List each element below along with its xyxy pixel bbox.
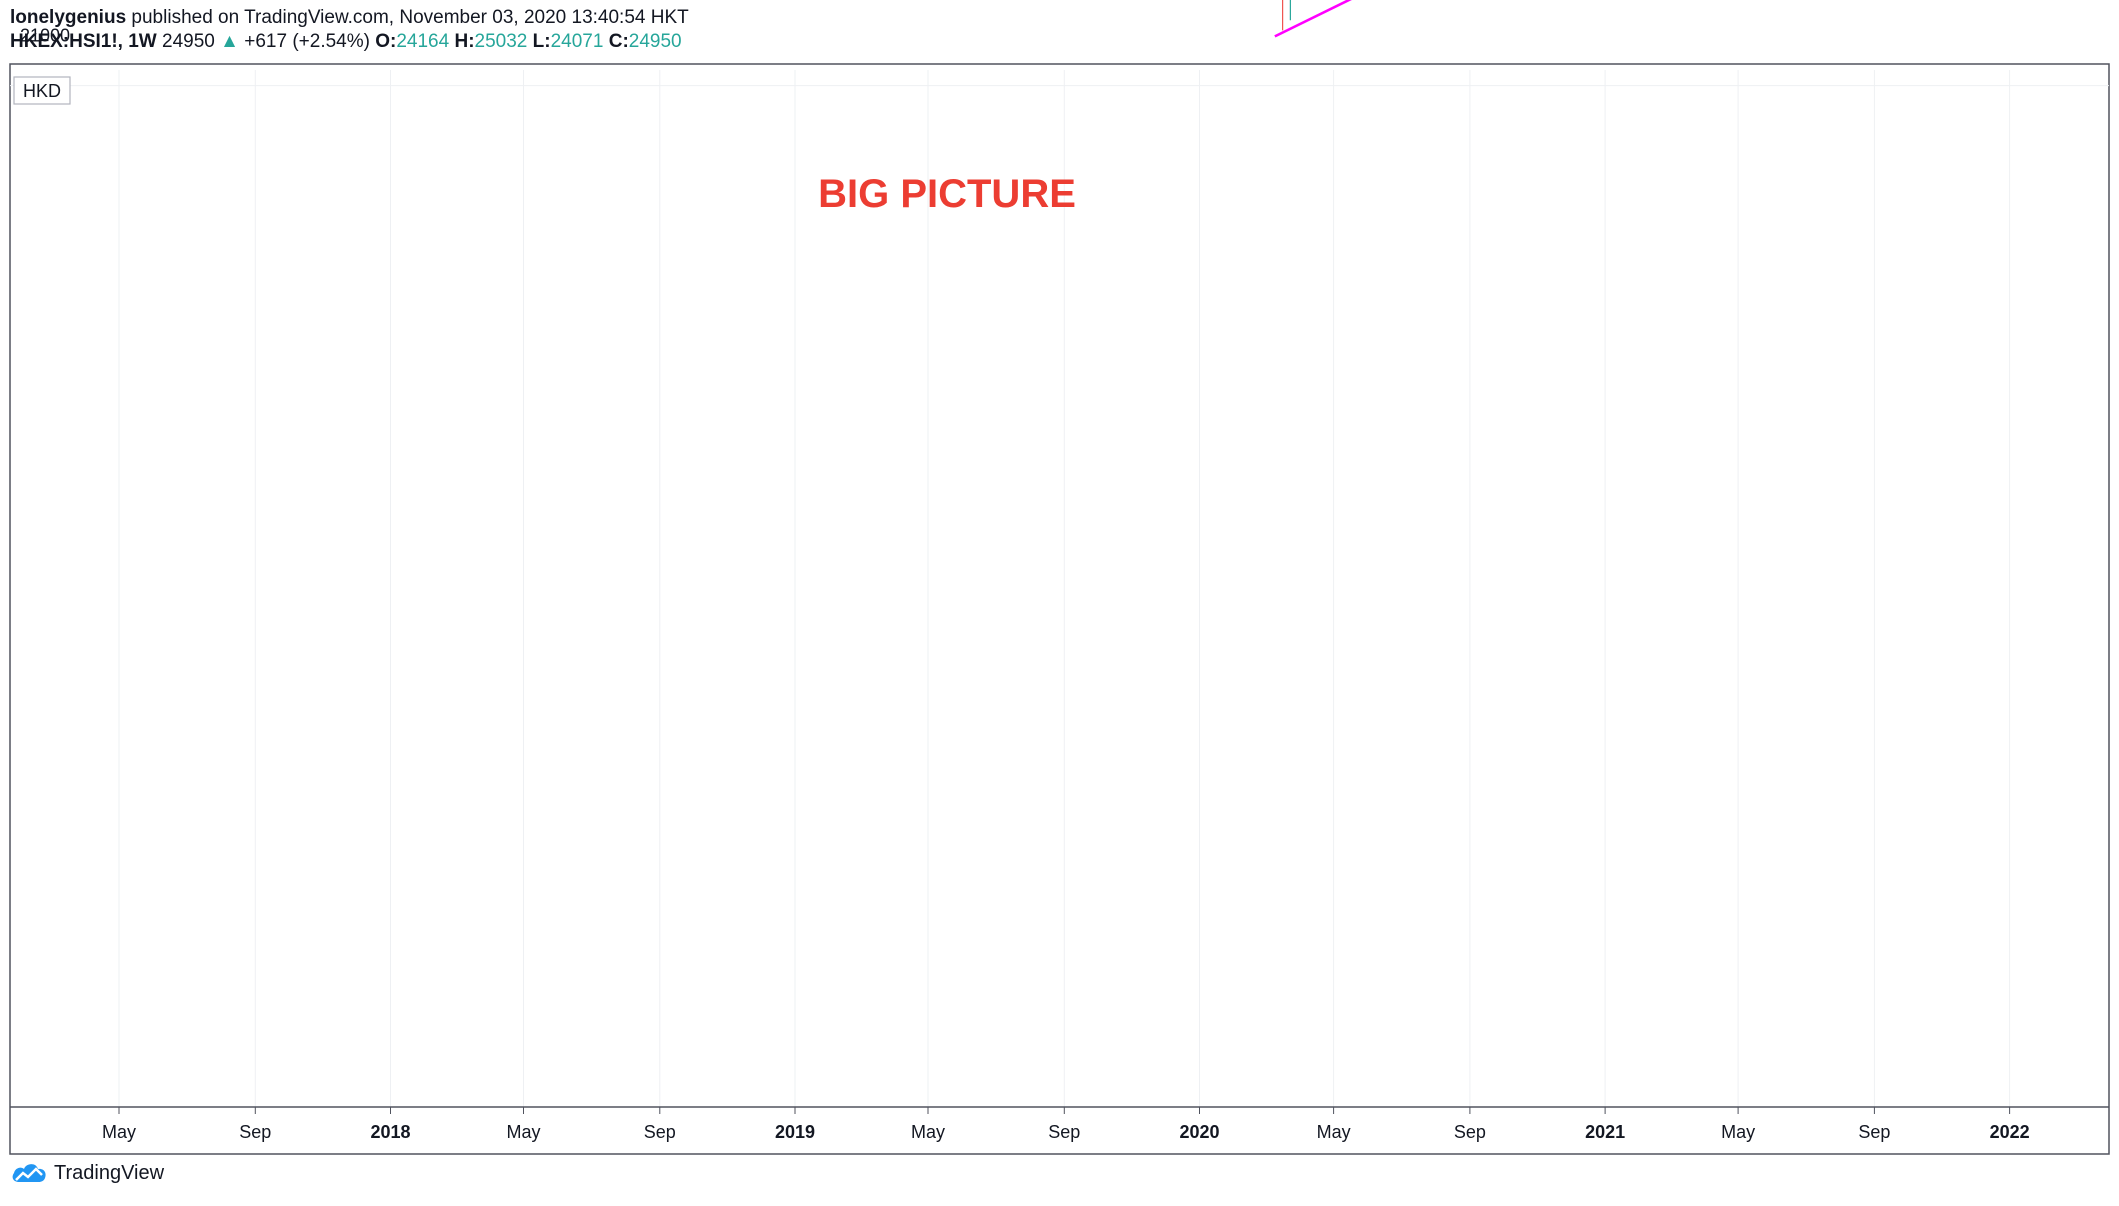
x-tick-label: 2022 [1990, 1122, 2030, 1142]
x-tick-label: Sep [1048, 1122, 1080, 1142]
open-value: 24164 [396, 31, 450, 52]
low-label: L: [532, 31, 551, 52]
grid-lines [10, 70, 2109, 1107]
close-label: C: [608, 31, 629, 52]
x-tick-label: 2019 [775, 1122, 815, 1142]
price-chart[interactable]: 3500034000330003200031000300002900028000… [0, 0, 2119, 1160]
ohlc-line: HKEX:HSI1!, 1W 24950 ▲ +617 (+2.54%) O:2… [10, 30, 689, 54]
time-axis[interactable]: May Sep 2018 May Sep 2019 May Sep 2020 May Sep 2021… [10, 1106, 2109, 1142]
x-tick-label: 2020 [1179, 1122, 1219, 1142]
price-tags: HKD 249504d 3h [13, 76, 71, 105]
publish-line: lonelygenius published on TradingView.co… [10, 6, 689, 30]
currency-label: HKD [23, 81, 61, 101]
candle [1282, 0, 1284, 31]
x-tick-label: 2021 [1585, 1122, 1625, 1142]
tradingview-logo-icon [12, 1164, 46, 1182]
last-price: 24950 [162, 31, 215, 52]
x-tick-label: May [911, 1122, 945, 1142]
trendlines[interactable] [422, 0, 2074, 38]
x-tick-label: 2018 [370, 1122, 410, 1142]
up-triangle-icon: ▲ [220, 31, 239, 52]
currency-box [13, 76, 71, 105]
open-label: O: [375, 31, 397, 52]
high-label: H: [454, 31, 475, 52]
x-tick-label: May [1721, 1122, 1755, 1142]
annotation-title[interactable]: BIG PICTURE [818, 172, 1076, 216]
x-tick-label: Sep [239, 1122, 271, 1142]
x-tick-label: Sep [1454, 1122, 1486, 1142]
tradingview-brand[interactable]: TradingView [10, 1160, 164, 1186]
candle [1289, 0, 1291, 21]
x-tick-label: Sep [644, 1122, 676, 1142]
chart-header: lonelygenius published on TradingView.co… [10, 6, 689, 54]
x-tick-label: May [1317, 1122, 1351, 1142]
x-tick-label: May [506, 1122, 540, 1142]
x-tick-label: Sep [1858, 1122, 1890, 1142]
author-name[interactable]: lonelygenius [10, 7, 127, 28]
high-value: 25032 [474, 31, 528, 52]
candlestick-series [1282, 0, 1291, 31]
close-value: 24950 [628, 31, 682, 52]
low-value: 24071 [550, 31, 604, 52]
price-change: +617 (+2.54%) [244, 31, 370, 52]
x-tick-label: May [102, 1122, 136, 1142]
brand-label: TradingView [54, 1161, 165, 1184]
y-tick-label: 21000 [20, 25, 70, 45]
trendline-channel-lower[interactable] [1274, 0, 2074, 38]
symbol-label: HKEX:HSI1!, 1W [10, 31, 157, 52]
published-text: published on TradingView.com, November 0… [131, 7, 689, 28]
chart-frame [9, 63, 2110, 1155]
